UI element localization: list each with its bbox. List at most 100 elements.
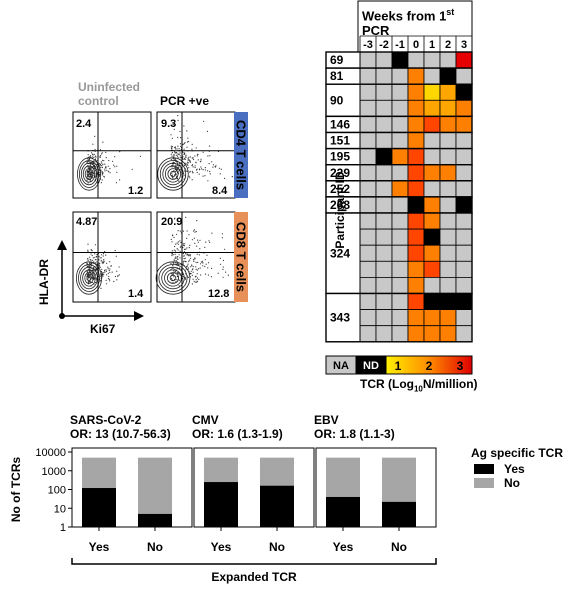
heatmap-cell	[391, 67, 409, 85]
heatmap-cell	[375, 51, 393, 69]
legend-ND: ND	[363, 360, 379, 372]
heatmap-cell	[423, 83, 441, 101]
heatmap-cell	[439, 293, 457, 311]
heatmap-cell	[375, 293, 393, 311]
heatmap-cell	[407, 180, 425, 198]
bar-category: Yes	[89, 540, 110, 554]
heatmap-cell	[359, 99, 377, 117]
bar-category: No	[391, 540, 407, 554]
heatmap-cell	[423, 132, 441, 150]
bar-category: No	[269, 540, 285, 554]
panel-title: EBV	[314, 413, 339, 427]
participant-id: 195	[330, 150, 350, 164]
legend-tick: 1	[395, 359, 402, 373]
cd8-uninf-q-tl: 4.87	[76, 216, 98, 228]
bar-y-tick: 10	[54, 503, 66, 515]
heatmap-cell	[455, 293, 473, 311]
week-label: 3	[461, 39, 467, 51]
cd8-band	[234, 212, 248, 302]
legend-entry: No	[504, 476, 520, 490]
cd4-uninf-q-br: 1.2	[128, 185, 144, 197]
heatmap-cell	[455, 196, 473, 214]
heatmap-cell	[359, 180, 377, 198]
heatmap-cell	[391, 196, 409, 214]
heatmap-cell	[407, 293, 425, 311]
panel-or: OR: 1.6 (1.3-1.9)	[192, 427, 283, 441]
heatmap-cell	[407, 116, 425, 133]
bar-no	[82, 457, 116, 489]
heatmap-cell	[359, 309, 377, 327]
heatmap-cell	[423, 212, 441, 230]
heatmap-cell	[455, 116, 473, 133]
heatmap-cell	[439, 99, 457, 117]
cd8-pcr-q-br: 12.8	[208, 288, 230, 300]
participant-id: 81	[330, 69, 344, 83]
heatmap-cell	[391, 116, 409, 133]
bar-no	[260, 457, 294, 486]
participant-id: 252	[330, 182, 350, 196]
legend-swatch	[474, 478, 494, 488]
heatmap-cell	[423, 260, 441, 278]
heatmap-cell	[439, 132, 457, 150]
cd8-label: CD8 T cells	[233, 221, 249, 293]
heatmap-cell	[375, 325, 393, 343]
bar-no	[138, 457, 172, 514]
bar-yes	[382, 501, 416, 527]
bar-y-tick: 1	[60, 522, 66, 534]
heatmap-cell	[407, 228, 425, 246]
bar-y-tick: 1000	[42, 466, 66, 478]
heatmap-cell	[407, 148, 425, 166]
hla-dr-axis-label: HLA-DR	[37, 259, 51, 305]
bar-yes	[82, 488, 116, 527]
heatmap-cell	[407, 51, 425, 69]
heatmap-cell	[375, 67, 393, 85]
heatmap-cell	[455, 83, 473, 101]
heatmap-cell	[391, 83, 409, 101]
heatmap-cell	[439, 164, 457, 182]
heatmap-cell	[359, 212, 377, 230]
bar-y-tick: 10000	[35, 447, 66, 459]
cd8-uninf-q-br: 1.4	[128, 288, 144, 300]
heatmap-cell	[391, 99, 409, 117]
bar-y-tick: 100	[48, 485, 66, 497]
bar-yes	[260, 485, 294, 527]
heatmap-cell	[455, 51, 473, 69]
heatmap-cell	[439, 148, 457, 166]
heatmap-cell	[375, 244, 393, 262]
heatmap-cell	[391, 51, 409, 69]
heatmap-cell	[391, 228, 409, 246]
heatmap-cell	[391, 325, 409, 343]
heatmap-cell	[359, 51, 377, 69]
heatmap-cell	[455, 164, 473, 182]
heatmap-cell	[359, 116, 377, 133]
heatmap-cell	[439, 276, 457, 294]
heatmap-cell	[359, 260, 377, 278]
heatmap-cell	[407, 260, 425, 278]
heatmap-cell	[375, 276, 393, 294]
flow-plot-1	[156, 111, 236, 199]
heatmap-cell	[455, 228, 473, 246]
heatmap-cell	[439, 244, 457, 262]
heatmap-cell	[375, 83, 393, 101]
bar-category: Yes	[211, 540, 232, 554]
heatmap-cell	[359, 148, 377, 166]
heatmap-cell	[423, 164, 441, 182]
heatmap-cell	[407, 67, 425, 85]
heatmap-cell	[455, 309, 473, 327]
legend-tick: 2	[426, 359, 433, 373]
heatmap-cell	[455, 180, 473, 198]
week-label: -3	[363, 39, 373, 51]
participant-id: 146	[330, 117, 350, 131]
heatmap-cell	[439, 196, 457, 214]
heatmap-cell	[423, 180, 441, 198]
heatmap-cell	[407, 132, 425, 150]
participant-id: 151	[330, 134, 350, 148]
legend-entry: Yes	[504, 462, 525, 476]
week-label: 0	[413, 39, 419, 51]
heatmap-cell	[391, 148, 409, 166]
heatmap-cell	[359, 293, 377, 311]
panel-title: CMV	[192, 413, 219, 427]
